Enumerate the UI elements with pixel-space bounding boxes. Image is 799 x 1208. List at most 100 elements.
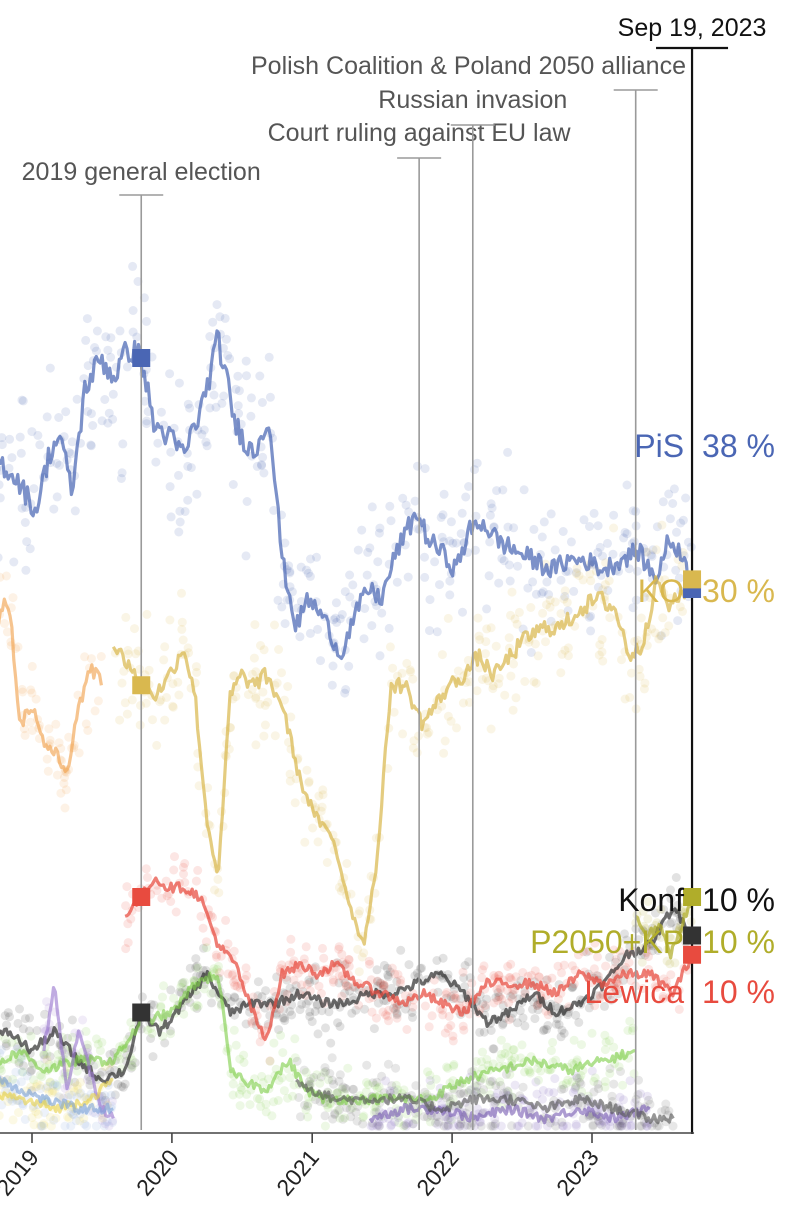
poll-dot <box>500 1048 510 1058</box>
poll-dot <box>611 954 621 964</box>
poll-dot <box>327 680 337 690</box>
poll-dot <box>600 1030 610 1040</box>
poll-dot <box>357 525 367 535</box>
poll-dot <box>492 1088 502 1098</box>
poll-dot <box>199 943 208 953</box>
poll-dot <box>313 1029 323 1039</box>
poll-dot <box>375 651 385 661</box>
poll-dot <box>408 743 418 753</box>
poll-dot <box>666 970 676 980</box>
poll-dot <box>300 837 310 847</box>
poll-dot <box>427 1011 437 1021</box>
poll-dot <box>166 1029 176 1039</box>
poll-dot <box>133 277 143 286</box>
poll-dot <box>584 612 594 622</box>
poll-dot <box>128 306 138 315</box>
poll-dot <box>45 363 55 373</box>
poll-dot <box>97 416 107 426</box>
poll-dot <box>0 1064 5 1074</box>
poll-dot <box>402 1121 411 1131</box>
poll-dot <box>0 1048 5 1058</box>
poll-dot <box>526 648 536 657</box>
poll-dot <box>179 869 188 879</box>
poll-dot <box>457 508 467 518</box>
poll-dot <box>512 619 522 629</box>
poll-dot <box>285 983 295 993</box>
poll-dot <box>455 1121 465 1131</box>
poll-dot <box>371 1013 381 1023</box>
poll-dot <box>32 1026 42 1035</box>
poll-dot <box>525 1067 535 1077</box>
poll-dot <box>560 586 570 596</box>
poll-dot <box>301 1105 311 1115</box>
poll-dot <box>380 981 389 990</box>
poll-dot <box>166 897 176 906</box>
poll-dot <box>510 1053 520 1063</box>
poll-dot <box>542 577 552 587</box>
poll-dot <box>455 1121 464 1131</box>
poll-dot <box>494 578 504 588</box>
poll-dot <box>60 803 70 813</box>
poll-dot <box>235 1054 245 1064</box>
poll-dot <box>334 942 344 952</box>
poll-dot <box>431 1074 441 1084</box>
poll-dot <box>422 729 432 739</box>
poll-dot <box>76 1088 86 1098</box>
poll-dot <box>342 980 351 990</box>
poll-dot <box>618 1080 628 1090</box>
poll-dot <box>439 748 449 758</box>
poll-dot <box>279 1086 289 1096</box>
poll-dot <box>51 1113 61 1123</box>
poll-dot <box>528 577 538 587</box>
poll-dot <box>550 1074 560 1084</box>
poll-dot <box>192 489 202 499</box>
poll-dot <box>589 1087 599 1097</box>
poll-dot <box>75 1077 85 1087</box>
poll-dot <box>605 1064 615 1074</box>
poll-dot <box>209 390 219 400</box>
poll-dot <box>117 1081 126 1091</box>
poll-dot <box>64 1113 74 1123</box>
poll-dot <box>681 493 691 503</box>
poll-dot <box>11 1067 21 1077</box>
poll-dot <box>358 1112 368 1122</box>
poll-dot <box>64 1090 74 1100</box>
poll-dot <box>185 403 195 413</box>
poll-dot <box>496 984 506 994</box>
poll-dot <box>394 1118 404 1128</box>
poll-dot <box>456 1119 466 1129</box>
poll-dot <box>29 1075 38 1085</box>
poll-dot <box>348 1084 358 1094</box>
poll-dot <box>207 998 216 1008</box>
poll-dot <box>194 781 204 791</box>
poll-dot <box>451 538 461 548</box>
poll-dot <box>51 719 61 729</box>
poll-dot <box>506 671 516 681</box>
poll-dot <box>286 712 296 722</box>
poll-dot <box>424 728 434 737</box>
poll-dot <box>334 882 344 892</box>
trend-line-series-11 <box>0 1075 114 1115</box>
poll-dot <box>432 956 442 965</box>
poll-dot <box>318 790 328 800</box>
poll-dot <box>546 509 556 519</box>
poll-dot <box>42 1055 52 1065</box>
poll-dot <box>29 484 39 494</box>
poll-dot <box>192 961 202 971</box>
poll-dot <box>526 603 536 612</box>
poll-dot <box>587 1066 597 1076</box>
poll-dot <box>126 1063 136 1073</box>
poll-dot <box>389 1003 399 1013</box>
poll-dot <box>69 1087 79 1096</box>
poll-dot <box>504 998 514 1008</box>
poll-dot <box>434 1117 444 1127</box>
poll-dot <box>608 549 618 559</box>
poll-dot <box>42 412 52 422</box>
poll-dot <box>459 1088 469 1098</box>
poll-dot <box>537 1094 547 1104</box>
poll-dot <box>506 959 516 969</box>
poll-dot <box>459 1025 469 1035</box>
poll-dot <box>379 996 389 1006</box>
poll-dot <box>191 962 201 972</box>
poll-dot <box>589 508 599 518</box>
